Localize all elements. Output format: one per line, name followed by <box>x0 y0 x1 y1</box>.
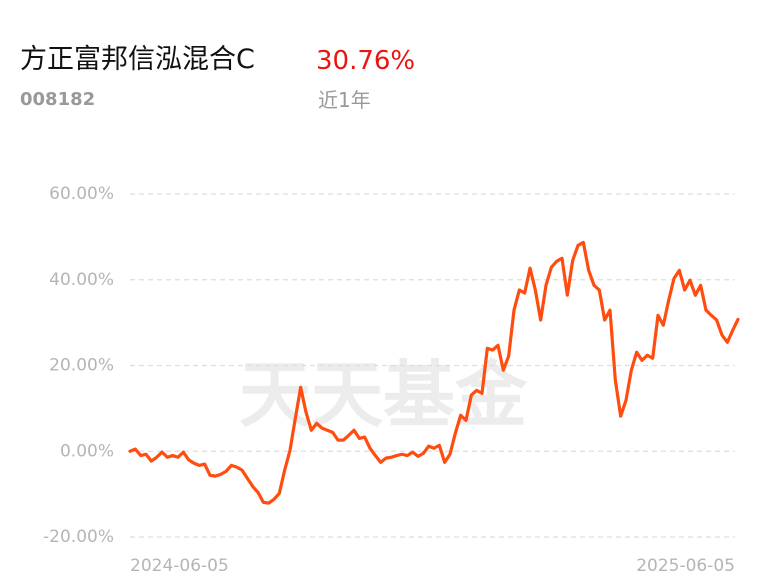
x-tick-label: 2024-06-05 <box>130 556 229 576</box>
x-tick-label: 2025-06-05 <box>636 556 735 576</box>
y-tick-label: 40.00% <box>49 270 114 290</box>
price-line <box>128 240 740 505</box>
watermark: 天天基金 <box>239 352 528 437</box>
fund-code: 008182 <box>20 89 95 110</box>
period: 近1年 <box>318 88 371 112</box>
return: 30.76% <box>316 46 415 76</box>
y-tick-label: 60.00% <box>49 184 114 204</box>
fund-name: 方正富邦信泓混合C <box>20 44 255 75</box>
y-tick-label: 0.00% <box>60 441 114 461</box>
y-tick-label: -20.00% <box>43 527 114 547</box>
y-tick-label: 20.00% <box>49 356 114 376</box>
